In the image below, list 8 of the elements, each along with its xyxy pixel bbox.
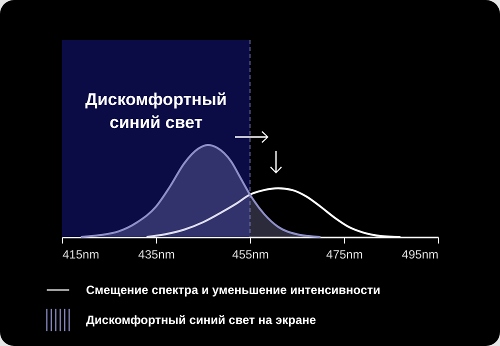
x-tick-label: 495nm bbox=[402, 248, 438, 262]
x-tick-label: 455nm bbox=[232, 248, 269, 262]
legend-label: Смещение спектра и уменьшение интенсивности bbox=[86, 283, 380, 297]
x-tick-label: 415nm bbox=[62, 248, 100, 262]
x-tick-label: 475nm bbox=[326, 248, 363, 262]
legend-label: Дискомфортный синий свет на экране bbox=[86, 313, 316, 327]
x-tick-label: 435nm bbox=[138, 248, 175, 262]
band-label: Дискомфортный синий свет bbox=[85, 90, 227, 132]
